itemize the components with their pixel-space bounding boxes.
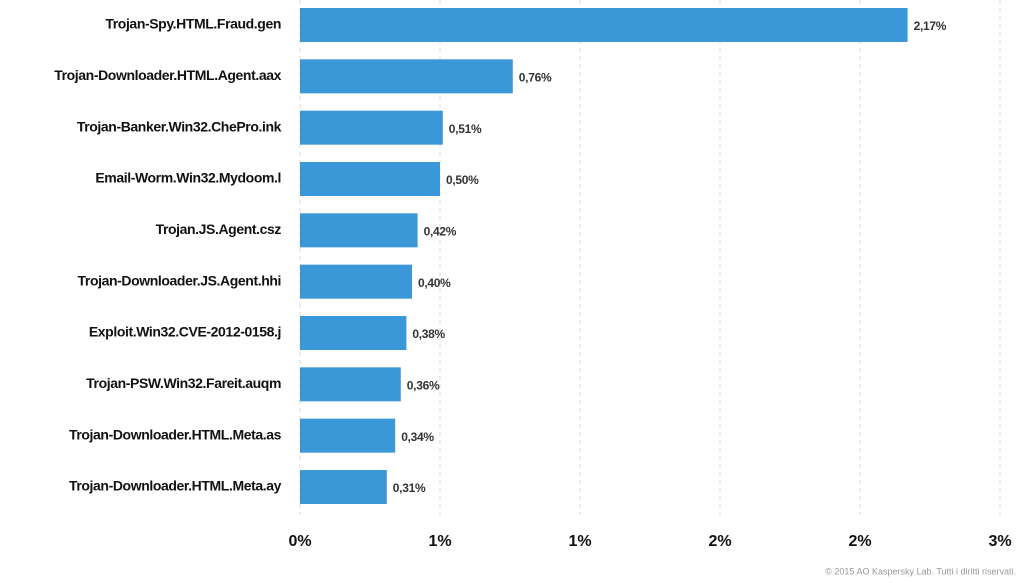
data-label: 2,17% xyxy=(914,19,947,33)
x-tick-label: 1% xyxy=(568,533,591,550)
x-tick-label: 1% xyxy=(428,533,451,550)
y-tick-label: Trojan-Banker.Win32.ChePro.ink xyxy=(77,118,282,134)
x-tick-label: 0% xyxy=(288,533,311,550)
bar xyxy=(300,367,401,402)
data-label: 0,40% xyxy=(418,276,451,290)
footer: © 2015 AO Kaspersky Lab. Tutti i diritti… xyxy=(825,566,1016,576)
bar xyxy=(300,8,908,42)
x-tick-label: 2% xyxy=(848,533,871,550)
bar xyxy=(300,264,412,299)
data-label: 0,34% xyxy=(401,430,434,444)
y-tick-label: Trojan-PSW.Win32.Fareit.auqm xyxy=(86,375,281,391)
y-tick-label: Email-Worm.Win32.Mydoom.l xyxy=(95,170,281,186)
bar xyxy=(300,59,513,94)
y-tick-label: Trojan-Downloader.HTML.Meta.ay xyxy=(69,478,282,494)
y-tick-label: Trojan-Downloader.JS.Agent.hhi xyxy=(78,272,281,288)
bar xyxy=(300,316,407,350)
data-label: 0,31% xyxy=(393,481,426,495)
y-tick-label: Trojan-Downloader.HTML.Meta.as xyxy=(69,426,282,442)
bar xyxy=(300,470,387,504)
bar xyxy=(300,162,440,196)
data-label: 0,42% xyxy=(424,225,457,239)
y-tick-label: Trojan-Spy.HTML.Fraud.gen xyxy=(105,16,281,32)
x-tick-label: 2% xyxy=(708,533,731,550)
data-label: 0,76% xyxy=(519,71,552,85)
bar xyxy=(300,418,396,453)
data-label: 0,50% xyxy=(446,173,479,187)
y-tick-label: Trojan.JS.Agent.csz xyxy=(156,221,282,237)
y-tick-label: Trojan-Downloader.HTML.Agent.aax xyxy=(54,67,281,83)
data-label: 0,38% xyxy=(412,327,445,341)
y-tick-label: Exploit.Win32.CVE-2012-0158.j xyxy=(89,324,281,340)
data-label: 0,51% xyxy=(449,122,482,136)
data-label: 0,36% xyxy=(407,379,440,393)
bar xyxy=(300,110,443,145)
x-tick-label: 3% xyxy=(988,533,1011,550)
bar xyxy=(300,213,418,248)
